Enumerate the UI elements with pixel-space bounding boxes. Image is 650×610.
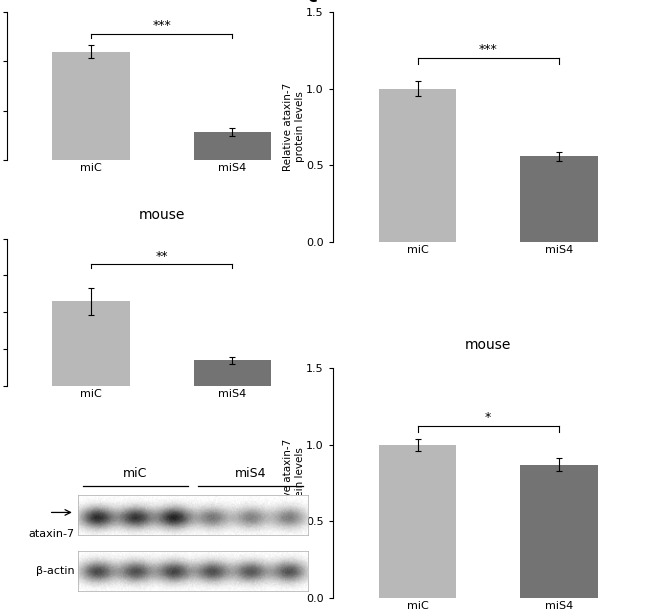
Y-axis label: Relative ataxin-7
protein levels: Relative ataxin-7 protein levels xyxy=(283,83,305,171)
Text: c: c xyxy=(307,0,317,6)
Bar xyxy=(53,301,130,386)
Text: miS4: miS4 xyxy=(235,467,266,480)
Title: mouse: mouse xyxy=(138,208,185,222)
Text: ***: *** xyxy=(153,20,171,32)
Text: ataxin-7: ataxin-7 xyxy=(29,529,75,539)
Bar xyxy=(53,52,130,160)
Bar xyxy=(379,88,456,242)
Title: mouse: mouse xyxy=(465,338,512,352)
Bar xyxy=(194,361,271,386)
Text: miC: miC xyxy=(124,467,148,480)
Bar xyxy=(520,156,597,242)
Text: β-actin: β-actin xyxy=(36,566,75,576)
Y-axis label: Relative ataxin-7
protein levels: Relative ataxin-7 protein levels xyxy=(283,439,305,527)
Text: **: ** xyxy=(155,250,168,263)
Bar xyxy=(194,132,271,160)
Text: ***: *** xyxy=(479,43,497,56)
Text: *: * xyxy=(485,411,491,424)
Bar xyxy=(379,445,456,598)
Bar xyxy=(520,465,597,598)
